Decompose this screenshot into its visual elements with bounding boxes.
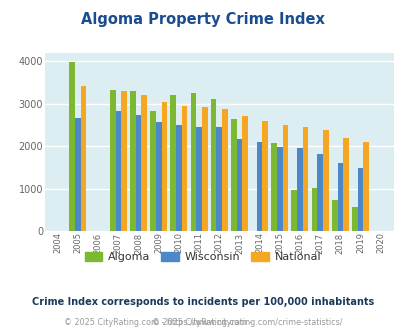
Bar [130,90,135,231]
Bar [242,115,247,231]
Bar [141,95,147,231]
Bar [236,139,242,231]
Bar [161,102,167,231]
Bar [230,118,236,231]
Bar [296,148,302,231]
Text: Crime Index corresponds to incidents per 100,000 inhabitants: Crime Index corresponds to incidents per… [32,297,373,307]
Bar [322,130,328,231]
Bar [222,109,227,231]
Bar [196,127,201,231]
Bar [110,90,115,231]
Bar [302,127,308,231]
Bar [69,62,75,231]
Text: Algoma Property Crime Index: Algoma Property Crime Index [81,12,324,26]
Bar [342,138,348,231]
Bar [75,118,81,231]
Bar [216,127,222,231]
Bar [351,207,357,231]
Bar [276,147,282,231]
Bar [210,99,216,231]
Bar [337,163,342,231]
Bar [282,124,288,231]
Bar [291,190,296,231]
Bar [190,93,196,231]
Bar [271,143,276,231]
Text: © 2025 CityRating.com - https://www.cityrating.com/crime-statistics/: © 2025 CityRating.com - https://www.city… [64,318,341,327]
Bar [201,107,207,231]
Bar [357,168,362,231]
Bar [156,121,161,231]
Bar [115,111,121,231]
Bar [81,86,86,231]
Bar [262,121,267,231]
Bar [181,106,187,231]
Bar [121,91,126,231]
Legend: Algoma, Wisconsin, National: Algoma, Wisconsin, National [80,248,325,267]
Bar [256,142,262,231]
Text: © 2025 CityRating.com -: © 2025 CityRating.com - [151,318,254,327]
Bar [176,125,181,231]
Bar [150,111,156,231]
Bar [362,142,368,231]
Bar [317,154,322,231]
Bar [311,188,317,231]
Bar [170,95,176,231]
Bar [331,200,337,231]
Bar [135,115,141,231]
